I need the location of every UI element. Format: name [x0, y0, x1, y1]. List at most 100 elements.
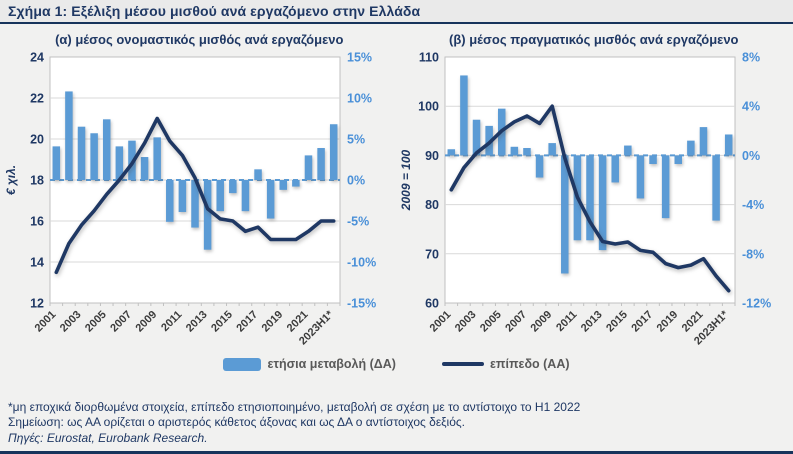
bar-2001 [52, 146, 61, 180]
level-line [449, 104, 731, 293]
x-axis-label: 2015 [209, 309, 235, 335]
bar-2023H1* [724, 134, 733, 156]
bar-2015 [623, 145, 632, 156]
panel-real-wage: (β) μέσος πραγματικός μισθός ανά εργαζόμ… [397, 28, 792, 355]
bar-2015 [229, 180, 237, 194]
left-axis-tick-label: 20 [30, 133, 44, 147]
x-axis-label: 2007 [109, 309, 135, 335]
left-axis-tick-label: 22 [30, 92, 44, 106]
right-axis-tick-label: -12% [742, 297, 771, 311]
legend-item-annual-change: ετήσια μεταβολή (ΔΑ) [223, 357, 396, 371]
right-axis-tick-label: -8% [742, 247, 764, 261]
bar-2021 [699, 127, 707, 156]
bar-2012 [586, 155, 594, 241]
bar-2003 [78, 126, 86, 180]
x-axis-label: 2019 [654, 309, 680, 335]
bar-2016 [636, 155, 644, 199]
bar-2008 [535, 155, 544, 178]
left-axis-tick-label: 80 [425, 198, 439, 212]
x-axis-label: 2017 [235, 309, 261, 335]
x-axis-label: 2019 [260, 309, 286, 335]
x-axis-label: 2009 [134, 309, 160, 335]
panel-nominal-wage: (α) μέσος ονομαστικός μισθός ανά εργαζόμ… [2, 28, 397, 355]
bar-2002 [65, 91, 73, 180]
x-axis-label: 2011 [554, 309, 579, 334]
legend: ετήσια μεταβολή (ΔΑ) επίπεδο (ΑΑ) [0, 357, 793, 371]
bar-2009 [548, 143, 556, 156]
footnote-1: *μη εποχικά διορθωμένα στοιχεία, επίπεδο… [8, 399, 581, 414]
bar-2006 [115, 146, 124, 180]
bar-2018 [661, 155, 670, 219]
x-axis-label: 2005 [83, 309, 109, 335]
bar-2014 [216, 180, 225, 212]
left-axis-tick-label: 70 [425, 247, 439, 261]
left-axis-title: € χιλ. [4, 165, 18, 195]
bar-2010 [560, 155, 569, 274]
legend-bar-label: ετήσια μεταβολή (ΔΑ) [267, 357, 396, 371]
right-axis-tick-label: 4% [742, 100, 760, 114]
left-axis-title: 2009 = 100 [399, 149, 413, 211]
bar-2013 [598, 155, 607, 251]
bar-2017 [254, 169, 263, 180]
bar-2019 [674, 155, 682, 165]
left-axis-tick-label: 110 [419, 51, 439, 65]
x-axis-label: 2009 [528, 309, 554, 335]
footnotes: *μη εποχικά διορθωμένα στοιχεία, επίπεδο… [0, 395, 793, 451]
bar-2019 [279, 180, 288, 190]
left-axis-tick-label: 100 [418, 100, 439, 114]
left-axis-tick-label: 90 [425, 149, 439, 163]
figure-title: Σχήμα 1: Εξέλιξη μέσου μισθού ανά εργαζό… [0, 0, 793, 24]
x-axis-label: 2001 [33, 309, 59, 335]
bar-2008 [141, 157, 149, 180]
left-axis-tick-label: 18 [30, 174, 44, 188]
x-axis-label: 2007 [503, 309, 529, 335]
x-axis-label: 2017 [629, 309, 655, 335]
right-axis-tick-label: -4% [742, 198, 764, 212]
bar-2021 [304, 155, 313, 180]
bar-2002 [459, 75, 468, 156]
footnote-sources: Πηγές: Eurostat, Eurobank Research. [8, 430, 208, 445]
left-axis-tick-label: 16 [30, 215, 44, 229]
x-axis-label: 2011 [159, 309, 184, 334]
bar-2004 [90, 133, 99, 180]
x-axis-label: 2003 [58, 309, 84, 335]
right-axis-tick-label: 0% [742, 149, 760, 163]
left-axis-tick-label: 12 [30, 297, 44, 311]
bar-2010 [166, 180, 174, 222]
level-line [54, 116, 336, 275]
x-axis-label: 2005 [478, 309, 504, 335]
right-axis-tick-label: 5% [347, 133, 365, 147]
bar-2020 [292, 180, 300, 187]
bar-2001 [447, 149, 455, 156]
right-axis-tick-label: 0% [347, 174, 365, 188]
chart-panels: (α) μέσος ονομαστικός μισθός ανά εργαζόμ… [0, 24, 793, 355]
x-axis-label: 2001 [427, 309, 453, 335]
panel-title-nominal: (α) μέσος ονομαστικός μισθός ανά εργαζόμ… [55, 32, 344, 47]
right-axis-tick-label: -15% [347, 297, 376, 311]
bar-2009 [153, 137, 162, 180]
right-axis-tick-label: 15% [347, 51, 372, 65]
footnote-2: Σημείωση: ως ΑΑ ορίζεται ο αριστερός κάθ… [8, 415, 466, 430]
left-axis-tick-label: 60 [425, 297, 439, 311]
x-axis-label: 2013 [184, 309, 210, 335]
bar-2011 [178, 180, 187, 212]
right-axis-tick-label: 8% [742, 51, 760, 65]
x-axis-label: 2015 [604, 309, 630, 335]
legend-bar-swatch-icon [223, 357, 262, 371]
bar-2006 [510, 146, 518, 156]
bar-2005 [103, 119, 111, 180]
bar-2003 [472, 119, 481, 156]
bar-2017 [649, 155, 657, 165]
bar-2020 [686, 140, 695, 156]
legend-line-label: επίπεδο (ΑΑ) [489, 357, 570, 371]
legend-item-level: επίπεδο (ΑΑ) [441, 357, 570, 371]
bar-2012 [191, 180, 199, 228]
right-axis-tick-label: 10% [347, 92, 372, 106]
bar-2013 [204, 180, 212, 250]
left-axis-tick-label: 14 [30, 256, 44, 270]
bar-2016 [241, 180, 250, 212]
bar-2022 [712, 155, 720, 221]
x-axis-label: 2003 [453, 309, 479, 335]
